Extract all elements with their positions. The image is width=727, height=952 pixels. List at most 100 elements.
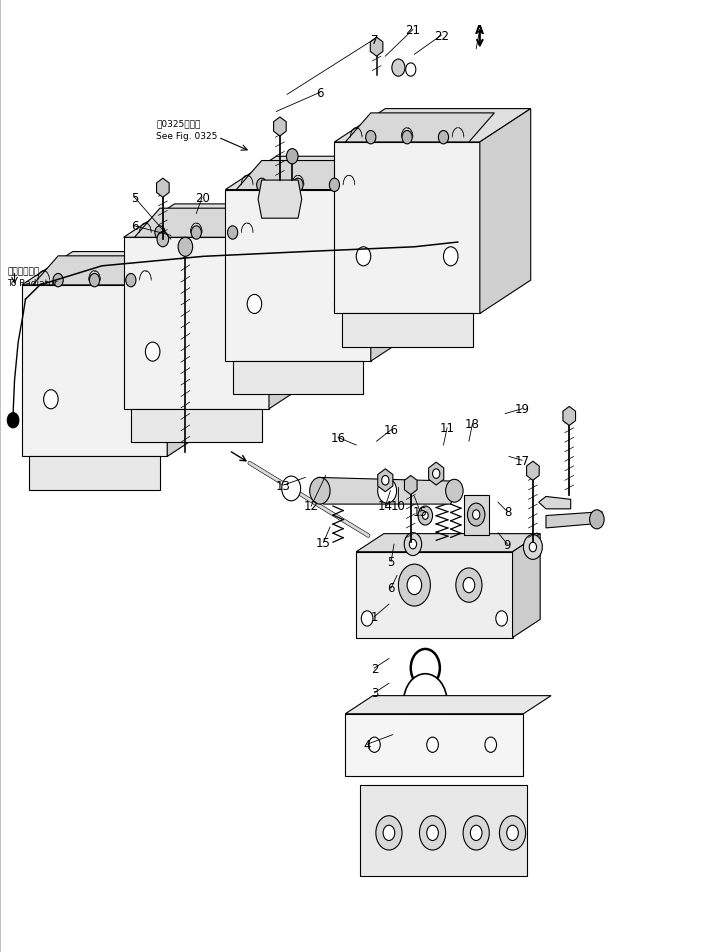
Circle shape [376, 816, 402, 850]
Polygon shape [156, 179, 169, 198]
Polygon shape [334, 143, 480, 314]
Circle shape [398, 565, 430, 606]
Polygon shape [269, 205, 320, 409]
Polygon shape [480, 109, 531, 314]
Circle shape [409, 540, 417, 549]
Circle shape [404, 533, 422, 556]
Circle shape [282, 477, 301, 502]
Polygon shape [378, 469, 393, 492]
Text: 9: 9 [504, 538, 511, 551]
Text: 12: 12 [304, 500, 318, 513]
Circle shape [446, 480, 463, 503]
Polygon shape [404, 476, 417, 495]
Polygon shape [225, 190, 371, 362]
Text: 8: 8 [504, 506, 511, 519]
Text: See Fig. 0325: See Fig. 0325 [156, 131, 217, 141]
Text: 10: 10 [391, 500, 406, 513]
Text: 5: 5 [387, 555, 395, 568]
Text: 7: 7 [371, 33, 378, 47]
Text: 11: 11 [440, 422, 454, 435]
Polygon shape [345, 714, 523, 776]
Circle shape [473, 510, 480, 520]
Polygon shape [167, 252, 218, 457]
Circle shape [496, 611, 507, 626]
Polygon shape [22, 286, 167, 457]
Text: 14: 14 [378, 500, 393, 513]
Circle shape [233, 343, 247, 362]
Circle shape [411, 649, 440, 687]
Circle shape [438, 131, 449, 145]
Polygon shape [539, 497, 571, 509]
Text: 20: 20 [195, 191, 209, 205]
Text: 6: 6 [131, 220, 138, 233]
Text: ラジエータヘ: ラジエータヘ [7, 267, 39, 276]
Polygon shape [464, 495, 489, 535]
Polygon shape [546, 512, 602, 528]
Circle shape [293, 179, 303, 192]
Text: 15: 15 [316, 536, 331, 549]
Text: 3: 3 [371, 686, 378, 700]
Polygon shape [131, 409, 262, 443]
Polygon shape [22, 252, 218, 286]
Polygon shape [124, 238, 269, 409]
Circle shape [131, 390, 145, 409]
Circle shape [407, 576, 422, 595]
Circle shape [334, 295, 349, 314]
Circle shape [427, 825, 438, 841]
Circle shape [392, 60, 405, 77]
Polygon shape [33, 257, 182, 286]
Text: 19: 19 [515, 403, 529, 416]
Circle shape [377, 479, 397, 504]
Circle shape [157, 232, 169, 248]
Text: A: A [475, 24, 484, 37]
Circle shape [463, 816, 489, 850]
Polygon shape [563, 407, 576, 426]
Polygon shape [124, 205, 320, 238]
Circle shape [286, 149, 298, 165]
Text: 22: 22 [434, 30, 449, 43]
Circle shape [523, 535, 542, 560]
Circle shape [356, 248, 371, 267]
Circle shape [406, 64, 416, 77]
Text: 21: 21 [406, 24, 420, 37]
Polygon shape [429, 463, 443, 486]
Text: 1: 1 [371, 610, 378, 624]
Circle shape [89, 274, 100, 288]
Circle shape [485, 737, 497, 752]
Circle shape [155, 227, 165, 240]
Circle shape [145, 343, 160, 362]
Polygon shape [273, 118, 286, 137]
Polygon shape [513, 534, 540, 638]
Text: 6: 6 [316, 87, 324, 100]
Circle shape [418, 506, 433, 526]
Circle shape [467, 504, 485, 526]
Circle shape [247, 295, 262, 314]
Circle shape [257, 179, 267, 192]
Polygon shape [526, 462, 539, 481]
Polygon shape [370, 38, 383, 57]
Text: 4: 4 [364, 738, 371, 751]
Text: 第0325図参照: 第0325図参照 [156, 119, 201, 129]
Circle shape [228, 227, 238, 240]
Text: 2: 2 [371, 662, 378, 675]
Circle shape [369, 737, 380, 752]
Circle shape [382, 476, 389, 486]
Polygon shape [134, 208, 284, 238]
Text: To Radiator: To Radiator [7, 279, 57, 288]
Circle shape [361, 611, 373, 626]
Circle shape [443, 248, 458, 267]
Text: 5: 5 [131, 191, 138, 205]
Polygon shape [258, 181, 302, 219]
Circle shape [507, 825, 518, 841]
Polygon shape [371, 157, 422, 362]
Circle shape [44, 390, 58, 409]
Circle shape [53, 274, 63, 288]
Polygon shape [318, 478, 458, 505]
Circle shape [422, 512, 428, 520]
Circle shape [7, 413, 19, 428]
Circle shape [590, 510, 604, 529]
Text: 16: 16 [331, 431, 345, 445]
Polygon shape [233, 362, 364, 395]
Circle shape [178, 238, 193, 257]
Circle shape [419, 816, 446, 850]
